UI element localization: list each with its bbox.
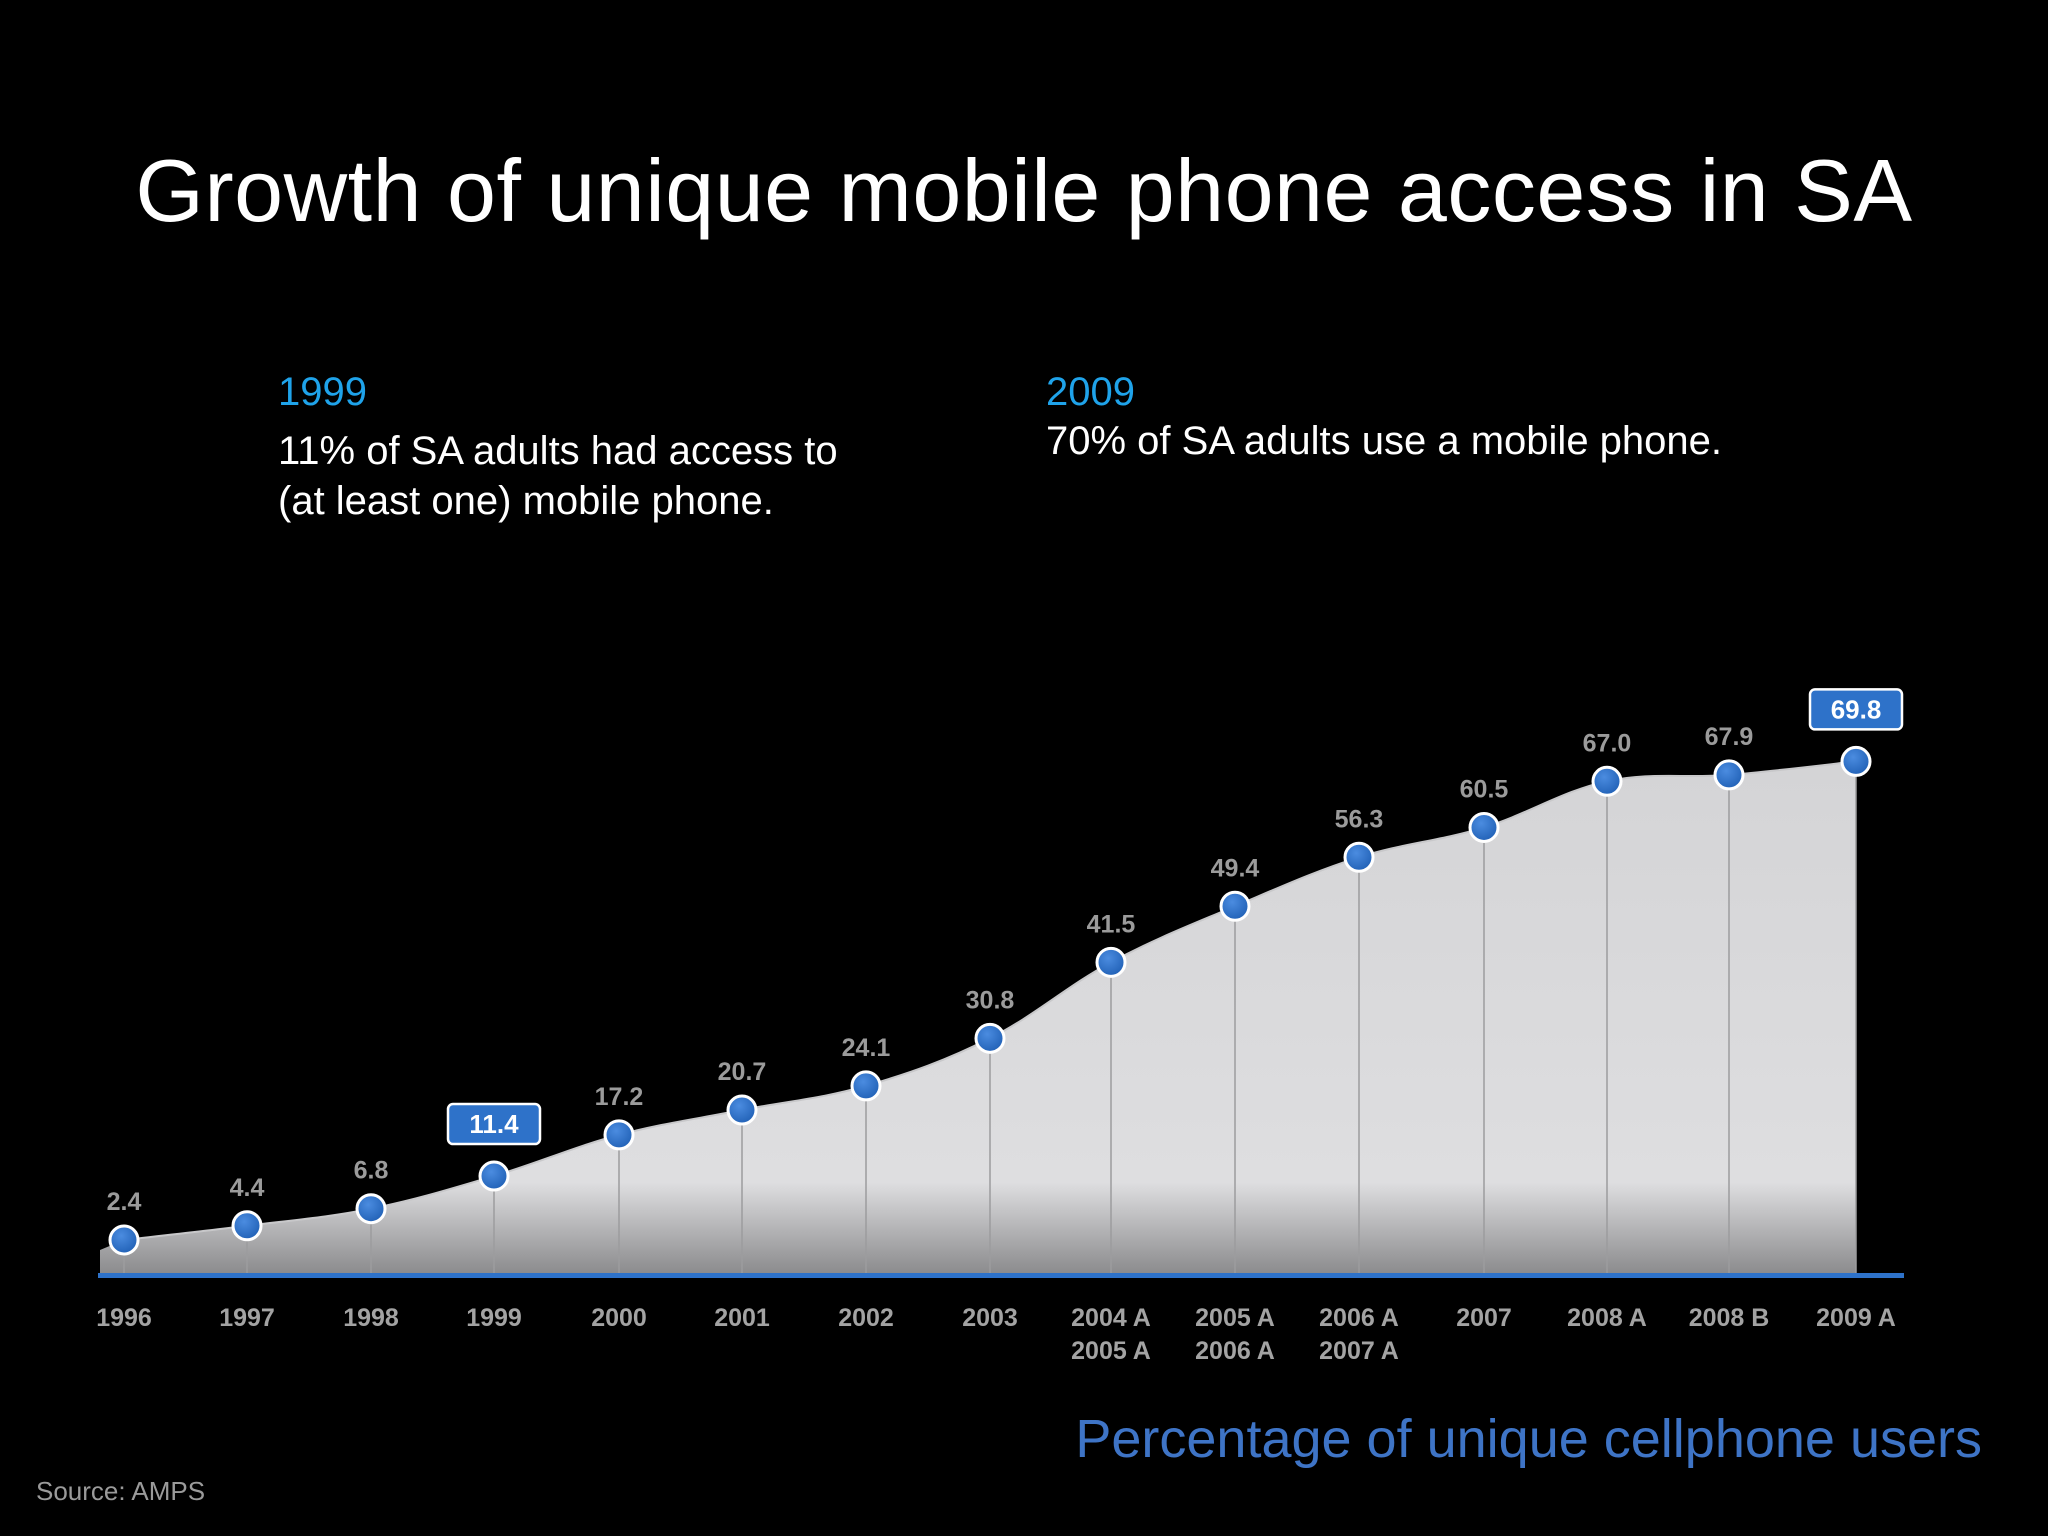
- value-label: 24.1: [842, 1034, 891, 1062]
- data-point: [1095, 946, 1127, 978]
- value-label: 60.5: [1460, 775, 1509, 803]
- value-label: 20.7: [718, 1058, 767, 1086]
- data-point: [108, 1224, 140, 1256]
- value-highlight-box: [1808, 688, 1904, 731]
- data-point: [726, 1094, 758, 1126]
- x-tick-label: 2006 A: [1195, 1337, 1275, 1365]
- value-label: 67.0: [1583, 729, 1632, 757]
- value-label: 49.4: [1211, 854, 1260, 882]
- value-label: 30.8: [966, 986, 1015, 1014]
- data-point: [231, 1210, 263, 1242]
- slide-title: Growth of unique mobile phone access in …: [135, 141, 1913, 240]
- note-text-line-2: (at least one) mobile phone.: [278, 479, 774, 523]
- x-tick-label: 2007 A: [1319, 1337, 1399, 1365]
- x-tick-label: 2008 A: [1567, 1304, 1647, 1332]
- x-tick-label: 2009 A: [1816, 1304, 1896, 1332]
- data-point: [1840, 745, 1872, 777]
- x-tick-label: 2005 A: [1071, 1337, 1151, 1365]
- data-point: [1219, 890, 1251, 922]
- x-tick-label: 2008 B: [1689, 1304, 1770, 1332]
- data-point: [478, 1160, 510, 1192]
- value-label: 4.4: [230, 1174, 265, 1202]
- x-tick-label: 2004 A: [1071, 1304, 1151, 1332]
- value-highlight-box: [446, 1102, 542, 1146]
- value-label: 69.8: [1831, 694, 1882, 724]
- value-label: 56.3: [1335, 805, 1384, 833]
- data-point: [1343, 841, 1375, 873]
- x-tick-label: 2003: [962, 1304, 1018, 1332]
- x-axis-baseline: [98, 1273, 1904, 1278]
- x-tick-label: 2007: [1456, 1304, 1512, 1332]
- x-tick-label: 2005 A: [1195, 1304, 1275, 1332]
- data-point: [1591, 765, 1623, 797]
- value-label: 11.4: [469, 1109, 519, 1139]
- value-label: 41.5: [1087, 910, 1136, 938]
- source-note: Source: AMPS: [36, 1476, 206, 1506]
- note-text: 70% of SA adults use a mobile phone.: [1046, 416, 1766, 466]
- x-tick-label: 2000: [591, 1304, 647, 1332]
- data-point: [355, 1193, 387, 1225]
- x-tick-label: 1996: [96, 1304, 152, 1332]
- data-point: [850, 1070, 882, 1102]
- chart-caption: Percentage of unique cellphone users: [1075, 1409, 1982, 1469]
- x-tick-label: 1998: [343, 1304, 399, 1332]
- area-fill: [100, 761, 1856, 1275]
- data-point: [1468, 811, 1500, 843]
- value-label: 17.2: [595, 1083, 644, 1111]
- note-text-line-1: 11% of SA adults had access to: [278, 429, 838, 473]
- note-text-line-1: 70% of SA adults use a mobile phone.: [1046, 419, 1723, 463]
- note-year: 2009: [1046, 370, 1135, 414]
- note-1999: 1999 11% of SA adults had access to (at …: [278, 368, 998, 526]
- value-label: 67.9: [1705, 723, 1754, 751]
- data-point: [974, 1022, 1006, 1054]
- x-tick-label: 2006 A: [1319, 1304, 1399, 1332]
- value-label: 6.8: [354, 1157, 389, 1185]
- x-tick-label: 2001: [714, 1304, 770, 1332]
- data-point: [603, 1119, 635, 1151]
- note-text: 11% of SA adults had access to (at least…: [278, 426, 998, 526]
- x-tick-label: 1997: [219, 1304, 275, 1332]
- note-year: 1999: [278, 370, 367, 414]
- data-point: [1713, 759, 1745, 791]
- x-tick-label: 2002: [838, 1304, 894, 1332]
- note-2009: 2009 70% of SA adults use a mobile phone…: [1046, 368, 1766, 466]
- value-label: 2.4: [107, 1188, 142, 1216]
- x-tick-label: 1999: [466, 1304, 522, 1332]
